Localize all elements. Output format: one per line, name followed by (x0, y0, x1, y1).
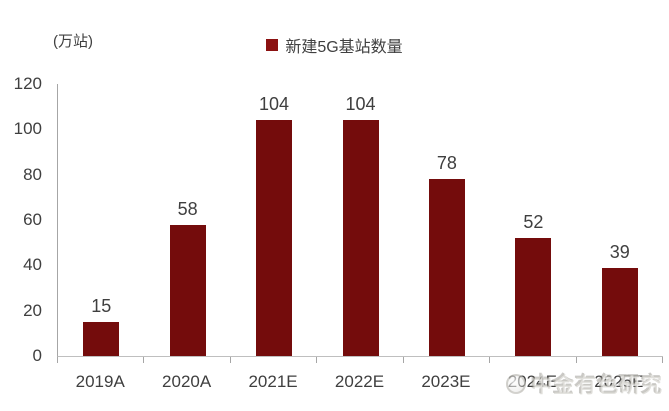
x-axis-tick-mark (662, 357, 663, 363)
x-axis-tick-mark (403, 357, 404, 363)
bar-2025E (601, 268, 638, 356)
x-axis-tick-mark (57, 357, 58, 363)
x-tick-label-2025E: 2025E (594, 372, 644, 391)
x-axis-tick-labels: 2019A 2020A 2021E 2022E 2023E 2024E 2025E (57, 371, 662, 393)
value-label-2020A: 58 (177, 199, 198, 219)
x-axis-tick-mark (489, 357, 490, 363)
value-label-2021E: 104 (259, 94, 290, 114)
value-label-2022E: 104 (345, 94, 376, 114)
y-tick-label-40: 40 (23, 255, 42, 275)
bar-2019A (83, 322, 120, 356)
x-tick-label-2020A: 2020A (162, 372, 212, 391)
bar-2021E (256, 120, 293, 356)
plot-area: 15 58 104 104 78 52 39 (57, 84, 663, 357)
y-tick-label-20: 20 (23, 300, 42, 320)
y-tick-label-80: 80 (23, 164, 42, 184)
x-tick-label-2022E: 2022E (334, 372, 385, 391)
y-tick-label-0: 0 (32, 346, 42, 365)
value-label-2023E: 78 (436, 153, 457, 173)
bar-2023E (428, 179, 465, 356)
value-label-2025E: 39 (609, 242, 630, 262)
y-tick-label-60: 60 (23, 210, 42, 229)
y-axis-tick-labels: 0 20 40 60 80 100 120 (0, 75, 48, 365)
x-axis-tick-mark (576, 357, 577, 363)
x-axis-tick-mark (230, 357, 231, 363)
bar-2022E (342, 120, 379, 356)
legend: 新建5G基站数量 (0, 33, 669, 57)
x-axis-tick-marks (57, 357, 663, 363)
y-tick-label-120: 120 (13, 74, 42, 93)
y-axis-unit-label: (万站) (53, 33, 93, 50)
x-tick-label-2021E: 2021E (248, 372, 298, 391)
x-axis-tick-mark (143, 357, 144, 363)
value-label-2019A: 15 (91, 296, 112, 316)
value-label-2024E: 52 (523, 212, 544, 232)
bar-2024E (515, 238, 552, 356)
bar-2020A (169, 225, 206, 356)
legend-color-swatch (266, 39, 279, 51)
x-tick-label-2019A: 2019A (75, 372, 125, 391)
x-axis-tick-mark (316, 357, 317, 363)
x-tick-label-2023E: 2023E (421, 372, 471, 391)
legend-series-label: 新建5G基站数量 (285, 39, 403, 56)
x-tick-label-2024E: 2024E (507, 372, 557, 391)
y-tick-label-100: 100 (13, 119, 42, 139)
